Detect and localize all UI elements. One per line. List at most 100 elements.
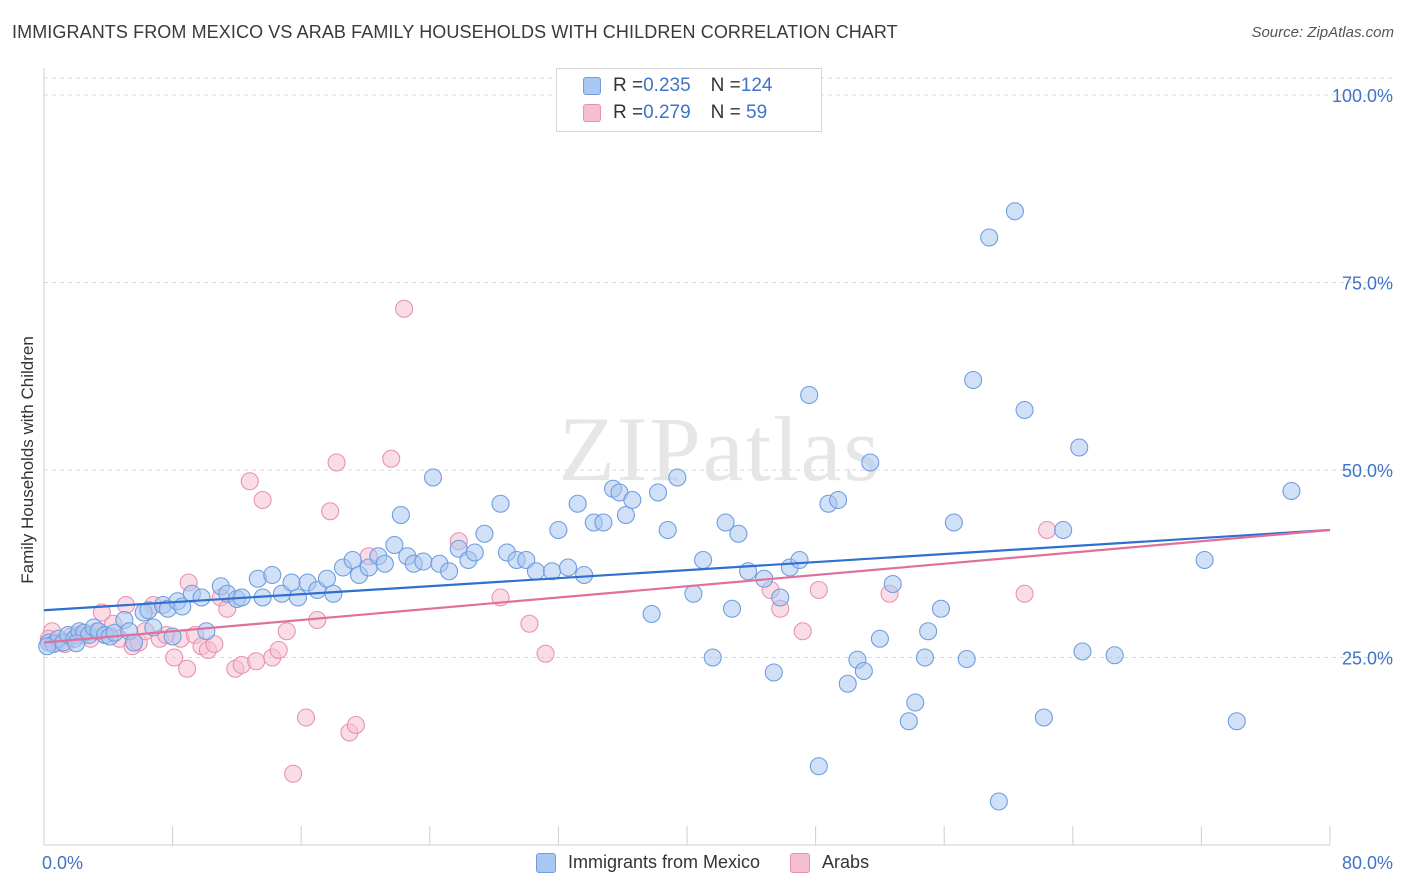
data-point [288, 588, 308, 607]
data-point [165, 648, 184, 667]
data-point [1282, 481, 1301, 501]
data-point [178, 659, 197, 678]
data-point [668, 468, 687, 487]
data-point [616, 505, 635, 525]
data-point [536, 644, 555, 663]
legend-r-label: R = [613, 75, 644, 96]
data-point [1227, 712, 1246, 731]
data-point [829, 490, 848, 510]
data-point [269, 640, 288, 660]
legend-n-value: 124 [740, 75, 773, 96]
bottom-legend-item-arabs[interactable]: Arabs [790, 852, 869, 873]
data-point [197, 622, 216, 641]
data-point [649, 483, 668, 502]
bottom-legend: Immigrants from Mexico Arabs [536, 852, 899, 873]
legend-swatch-arabs [583, 104, 601, 122]
data-point [729, 524, 748, 543]
data-point [883, 574, 902, 594]
series-mexico [38, 202, 1301, 811]
data-point [343, 550, 362, 570]
data-point [526, 562, 545, 581]
data-point [1034, 708, 1053, 727]
data-point [623, 490, 642, 510]
bottom-legend-item-mexico[interactable]: Immigrants from Mexico [536, 852, 760, 873]
axes [43, 68, 1331, 846]
data-point [793, 622, 812, 641]
data-point [395, 299, 414, 318]
data-point [385, 535, 404, 555]
data-point [809, 580, 828, 600]
data-point [277, 622, 296, 641]
data-point [124, 633, 144, 652]
data-point [324, 584, 343, 603]
data-point [899, 712, 918, 731]
data-point [575, 565, 594, 585]
data-point [38, 637, 57, 656]
y-tick-label: 100.0% [1332, 86, 1393, 106]
data-point [346, 715, 365, 735]
bottom-legend-label-arabs: Arabs [822, 852, 870, 872]
x-tick-label: 80.0% [1342, 853, 1393, 873]
legend-r-value: 0.279 [643, 102, 691, 123]
data-point [790, 550, 809, 570]
data-point [1105, 646, 1124, 665]
data-point [722, 599, 742, 618]
data-point [1073, 642, 1092, 661]
tick-labels: 25.0% 50.0% 75.0% 100.0% 0.0% 80.0% [42, 86, 1393, 873]
data-point [1038, 520, 1057, 540]
y-tick-label: 75.0% [1342, 274, 1393, 294]
data-point [1015, 584, 1034, 603]
data-point [382, 449, 401, 468]
data-point [568, 494, 587, 513]
trend-line [43, 528, 1331, 612]
data-point [915, 648, 934, 667]
data-point [558, 558, 578, 577]
bottom-legend-label-mexico: Immigrants from Mexico [568, 852, 761, 872]
data-point [980, 228, 999, 247]
trend-line [43, 528, 1331, 644]
gridlines [44, 77, 1392, 658]
data-point [192, 588, 211, 607]
data-point [1015, 400, 1034, 420]
bottom-legend-swatch-arabs [790, 852, 811, 873]
data-point [764, 663, 783, 682]
legend-n-value: 59 [740, 102, 768, 123]
data-point [716, 513, 735, 532]
y-tick-label: 50.0% [1342, 461, 1393, 481]
data-point [423, 468, 443, 487]
legend-n-label: N = [710, 102, 741, 123]
legend-row-arabs: R = 0.279 N = 59 [583, 100, 767, 126]
data-point [931, 599, 951, 618]
data-point [92, 603, 111, 622]
data-point [263, 565, 282, 585]
data-point [282, 573, 301, 592]
data-point [549, 520, 568, 540]
data-point [771, 588, 790, 607]
legend-n-label: N = [710, 75, 741, 96]
data-point [440, 562, 459, 581]
data-point [240, 472, 259, 491]
data-point [520, 614, 539, 633]
data-point [491, 494, 510, 513]
data-point [870, 629, 889, 648]
data-point [919, 622, 938, 641]
legend-row-mexico: R = 0.235 N = 124 [583, 73, 772, 99]
data-point [694, 550, 713, 570]
legend-swatch-mexico [583, 77, 601, 95]
legend-box: R = 0.235 N = 124 R = 0.279 N = 59 [556, 68, 822, 132]
data-point [854, 661, 873, 681]
data-point [465, 543, 484, 562]
data-point [800, 385, 819, 405]
data-point [957, 649, 976, 669]
data-point [321, 502, 340, 521]
data-point [327, 453, 346, 472]
data-point [703, 648, 722, 667]
data-point [906, 693, 925, 712]
data-point [1005, 202, 1024, 221]
chart-title: IMMIGRANTS FROM MEXICO VS ARAB FAMILY HO… [12, 22, 898, 42]
data-point [658, 520, 677, 540]
data-point [944, 513, 963, 532]
data-point [284, 764, 303, 783]
data-point [642, 604, 661, 624]
